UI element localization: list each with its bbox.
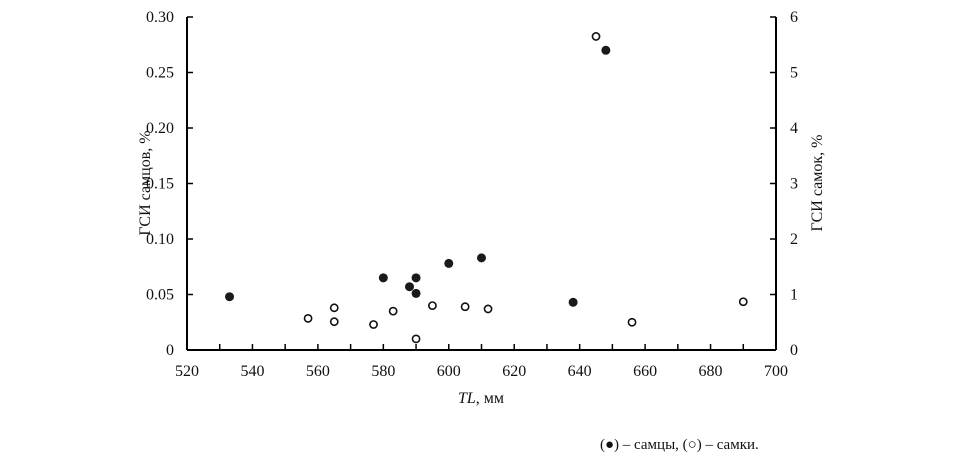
y-left-tick-label: 0.10 xyxy=(146,231,174,248)
female-point xyxy=(460,302,470,312)
male-point xyxy=(444,258,454,268)
y-left-tick-label: 0 xyxy=(166,342,174,359)
y-right-tick-label: 3 xyxy=(790,176,798,193)
x-tick-label: 680 xyxy=(699,363,723,380)
female-point xyxy=(388,306,398,316)
male-point xyxy=(411,288,421,298)
x-tick-label: 640 xyxy=(568,363,592,380)
x-tick-label: 540 xyxy=(240,363,264,380)
x-tick-label: 660 xyxy=(633,363,657,380)
female-point xyxy=(411,334,421,344)
x-axis-label: TL, мм xyxy=(458,390,504,407)
female-point xyxy=(369,320,378,329)
x-tick-label: 580 xyxy=(371,363,395,380)
y-left-tick-label: 0.20 xyxy=(146,120,174,137)
y-right-tick-label: 4 xyxy=(790,120,798,137)
female-point xyxy=(627,317,637,327)
male-point xyxy=(411,273,421,283)
female-point xyxy=(329,303,339,313)
y-right-tick-label: 6 xyxy=(790,9,798,26)
male-point xyxy=(477,253,486,263)
female-point xyxy=(428,301,437,310)
x-tick-label: 600 xyxy=(437,363,461,380)
y-left-tick-label: 0.25 xyxy=(146,65,174,82)
x-tick-label: 700 xyxy=(764,363,788,380)
y-right-tick-label: 0 xyxy=(790,342,798,359)
y-left-tick-label: 0.05 xyxy=(146,287,174,304)
x-tick-label: 520 xyxy=(175,363,199,380)
male-point xyxy=(405,282,415,292)
y-right-tick-label: 2 xyxy=(790,231,798,248)
male-point xyxy=(568,297,578,307)
male-point xyxy=(601,45,611,55)
female-point xyxy=(591,32,601,41)
y-right-tick-label: 5 xyxy=(790,65,798,82)
x-tick-label: 620 xyxy=(502,363,526,380)
legend-note: (●) – самцы, (○) – самки. xyxy=(600,437,759,453)
female-point xyxy=(329,317,339,327)
male-point xyxy=(225,292,235,302)
y-axis-left-label: ГСИ самцов, % xyxy=(137,130,154,235)
y-right-tick-label: 1 xyxy=(790,287,798,304)
x-tick-label: 560 xyxy=(306,363,330,380)
female-point xyxy=(483,304,493,314)
female-point xyxy=(303,313,313,323)
male-point xyxy=(378,273,388,283)
y-left-tick-label: 0.30 xyxy=(146,9,174,26)
y-left-tick-label: 0.15 xyxy=(146,176,174,193)
female-point xyxy=(738,297,748,307)
y-axis-right-label: ГСИ самок, % xyxy=(809,135,826,232)
